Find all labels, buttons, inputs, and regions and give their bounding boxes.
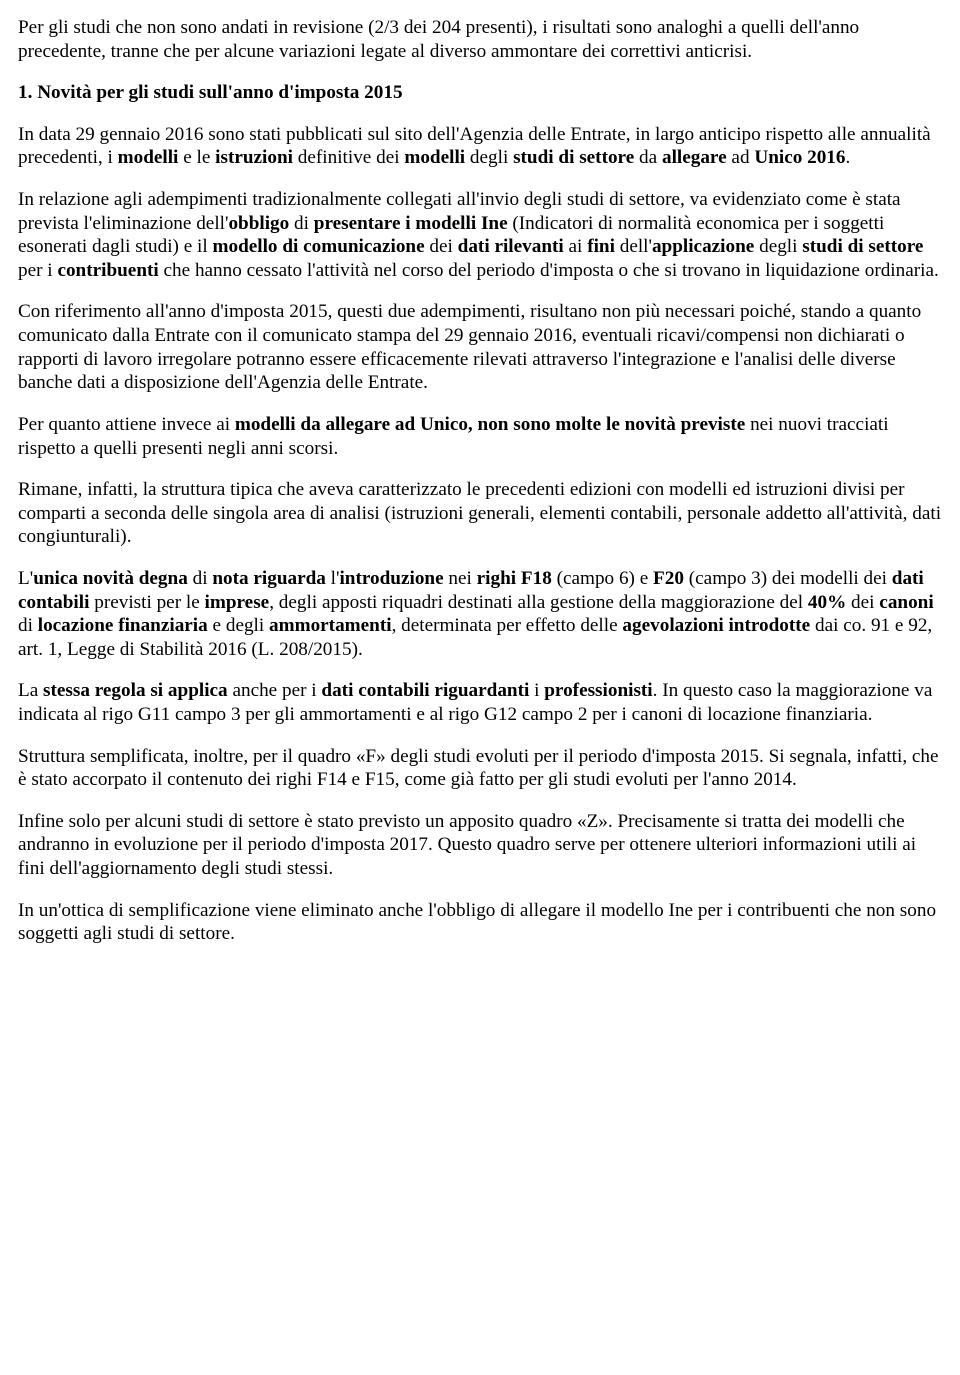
text: di [18,615,38,636]
bold-modelli: modelli [118,147,179,168]
bold-modelli2: modelli [404,147,465,168]
text: e degli [208,615,269,636]
bold-introduzione: introduzione [339,568,443,589]
paragraph-6: Rimane, infatti, la struttura tipica che… [18,478,942,549]
text: degli [465,147,513,168]
text: ad [727,147,755,168]
text: i [529,680,544,701]
text: (campo 6) e [552,568,653,589]
paragraph-4: Con riferimento all'anno d'imposta 2015,… [18,300,942,394]
text: , degli apposti riquadri destinati alla … [269,592,808,613]
bold-modello-comunicazione: modello di comunicazione [213,236,425,257]
bold-professionisti: professionisti [544,680,652,701]
text: (campo 3) dei modelli dei [684,568,892,589]
section-heading-1: 1. Novità per gli studi sull'anno d'impo… [18,81,942,105]
text: definitive dei [293,147,404,168]
text: . [845,147,850,168]
paragraph-5: Per quanto attiene invece ai modelli da … [18,413,942,460]
bold-obbligo: obbligo [228,213,289,234]
text: e le [178,147,215,168]
text: previsti per le [89,592,204,613]
text: La [18,680,43,701]
paragraph-11: In un'ottica di semplificazione viene el… [18,899,942,946]
text: da [634,147,662,168]
bold-dati-rilevanti: dati rilevanti [458,236,564,257]
bold-righi-f18: righi F18 [477,568,552,589]
text: dei [425,236,458,257]
text: che hanno cessato l'attività nel corso d… [159,260,939,281]
text: L' [18,568,33,589]
paragraph-2: In data 29 gennaio 2016 sono stati pubbl… [18,123,942,170]
bold-modelli-allegare: modelli da allegare ad Unico, non sono m… [235,414,745,435]
text: l' [326,568,340,589]
bold-istruzioni: istruzioni [215,147,293,168]
bold-allegare: allegare [662,147,727,168]
bold-applicazione: applicazione [652,236,754,257]
bold-agevolazioni: agevolazioni introdotte [622,615,810,636]
text: Per quanto attiene invece ai [18,414,235,435]
bold-studi-settore2: studi di settore [802,236,923,257]
paragraph-7: L'unica novità degna di nota riguarda l'… [18,567,942,661]
bold-unica-novita: unica novità degna [33,568,188,589]
paragraph-10: Infine solo per alcuni studi di settore … [18,810,942,881]
paragraph-9: Struttura semplificata, inoltre, per il … [18,745,942,792]
bold-stessa-regola: stessa regola si applica [43,680,228,701]
paragraph-3: In relazione agli adempimenti tradiziona… [18,188,942,282]
bold-locazione: locazione finanziaria [38,615,208,636]
text: dell' [615,236,652,257]
paragraph-intro: Per gli studi che non sono andati in rev… [18,16,942,63]
text: nei [444,568,477,589]
bold-contribuenti: contribuenti [57,260,158,281]
text: di [188,568,213,589]
text: ai [564,236,587,257]
bold-imprese: imprese [205,592,270,613]
bold-dati-contabili2: dati contabili riguardanti [321,680,529,701]
bold-presentare: presentare i modelli Ine [314,213,508,234]
bold-fini: fini [587,236,615,257]
text: per i [18,260,57,281]
bold-ammortamenti: ammortamenti [269,615,392,636]
text: degli [754,236,802,257]
text: , determinata per effetto delle [392,615,623,636]
bold-unico: Unico 2016 [754,147,845,168]
bold-canoni: canoni [879,592,933,613]
text: anche per i [228,680,322,701]
paragraph-8: La stessa regola si applica anche per i … [18,679,942,726]
bold-studi-settore: studi di settore [513,147,634,168]
text: dei [846,592,879,613]
bold-40pct: 40% [808,592,846,613]
text: di [289,213,314,234]
bold-nota-riguarda: nota riguarda [212,568,326,589]
bold-f20: F20 [653,568,684,589]
